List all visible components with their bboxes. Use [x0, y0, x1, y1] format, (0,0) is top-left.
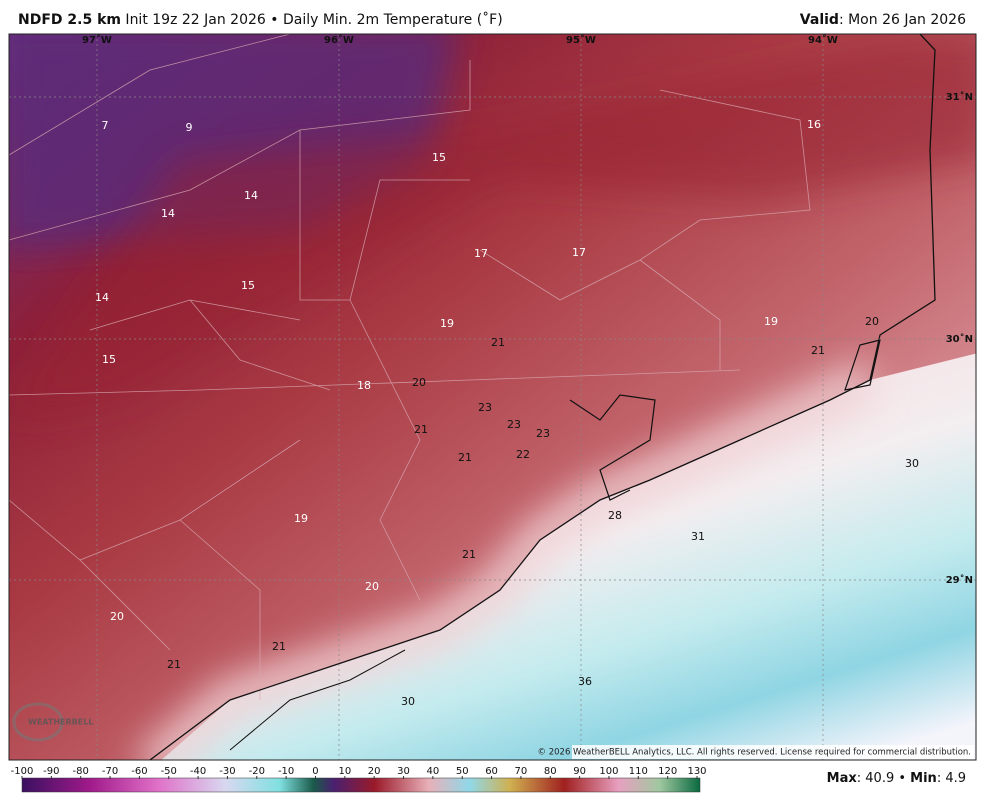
- copyright: © 2026 WeatherBELL Analytics, LLC. All r…: [538, 748, 971, 758]
- station-value: 20: [110, 610, 124, 623]
- station-value: 19: [764, 315, 778, 328]
- station-value: 21: [811, 344, 825, 357]
- longitude-label: 97˚W: [82, 34, 112, 46]
- county-lines: [9, 34, 811, 700]
- map-frame: [8, 33, 977, 761]
- colorbar-label: -30: [219, 766, 235, 777]
- colorbar-label: -10: [278, 766, 294, 777]
- station-value: 15: [241, 279, 255, 292]
- station-value: 30: [905, 457, 919, 470]
- colorbar-label: -100: [11, 766, 34, 777]
- station-value: 23: [507, 418, 521, 431]
- station-value: 21: [414, 423, 428, 436]
- colorbar-label: 30: [397, 766, 410, 777]
- latitude-label: 30˚N: [946, 333, 973, 345]
- station-value: 21: [462, 548, 476, 561]
- colorbar-label: 70: [515, 766, 528, 777]
- colorbar-label: -40: [190, 766, 206, 777]
- station-value: 19: [440, 317, 454, 330]
- title: NDFD 2.5 km Init 19z 22 Jan 2026 • Daily…: [18, 12, 503, 28]
- colorbar-label: 80: [544, 766, 557, 777]
- station-value: 22: [516, 448, 530, 461]
- station-value: 30: [401, 695, 415, 708]
- galveston-bay: [569, 394, 656, 501]
- station-value: 21: [272, 640, 286, 653]
- logo-icon: [12, 702, 64, 742]
- station-value: 23: [536, 427, 550, 440]
- title-text: Init 19z 22 Jan 2026 • Daily Min. 2m Tem…: [120, 12, 503, 28]
- colorbar-label: -80: [73, 766, 89, 777]
- colorbar-label: 90: [573, 766, 586, 777]
- colorbar-label: -50: [161, 766, 177, 777]
- station-value: 23: [478, 401, 492, 414]
- colorbar-label: 20: [368, 766, 381, 777]
- colorbar-label: -60: [131, 766, 147, 777]
- station-value: 36: [578, 675, 592, 688]
- colorbar-label: 0: [312, 766, 318, 777]
- station-value: 7: [102, 119, 109, 132]
- colorbar-label: -70: [102, 766, 118, 777]
- station-value: 20: [865, 315, 879, 328]
- cold-area: [9, 40, 976, 419]
- coastline: [149, 34, 936, 760]
- colorbar-label: -20: [249, 766, 265, 777]
- colorbar-label: 60: [485, 766, 498, 777]
- station-value: 28: [608, 509, 622, 522]
- colorbar-label: 110: [629, 766, 648, 777]
- colorbar-label: 100: [599, 766, 618, 777]
- station-value: 31: [691, 530, 705, 543]
- barrier-island: [229, 649, 406, 751]
- colorbar-label: 50: [456, 766, 469, 777]
- station-value: 21: [458, 451, 472, 464]
- colorbar-label: 130: [687, 766, 706, 777]
- longitude-label: 95˚W: [566, 34, 596, 46]
- station-value: 17: [572, 246, 586, 259]
- longitude-label: 96˚W: [324, 34, 354, 46]
- station-value: 16: [807, 118, 821, 131]
- latitude-label: 29˚N: [946, 574, 973, 586]
- station-value: 20: [365, 580, 379, 593]
- station-value: 14: [244, 189, 258, 202]
- station-value: 21: [491, 336, 505, 349]
- station-value: 20: [412, 376, 426, 389]
- colorbar-label: 40: [427, 766, 440, 777]
- copyright-bg: [572, 745, 974, 759]
- station-value: 14: [95, 291, 109, 304]
- colorbar-label: 120: [658, 766, 677, 777]
- latitude-label: 31˚N: [946, 91, 973, 103]
- title-model: NDFD 2.5 km: [18, 12, 121, 28]
- map-area: [9, 34, 976, 760]
- valid: Valid: Mon 26 Jan 2026: [800, 12, 966, 28]
- logo: WEATHERBELL: [28, 718, 93, 727]
- station-value: 18: [357, 379, 371, 392]
- station-value: 17: [474, 247, 488, 260]
- colorbar-label: -90: [43, 766, 59, 777]
- sabine-lake: [844, 339, 881, 391]
- station-value: 14: [161, 207, 175, 220]
- station-value: 15: [102, 353, 116, 366]
- min-value: : 4.9: [936, 771, 966, 786]
- valid-label: Valid: [799, 12, 839, 28]
- max-value: : 40.9 •: [856, 771, 911, 786]
- station-value: 15: [432, 151, 446, 164]
- max-label: Max: [826, 771, 857, 786]
- station-value: 9: [186, 121, 193, 134]
- graticule: [9, 34, 976, 760]
- colorbar-label: 10: [338, 766, 351, 777]
- longitude-label: 94˚W: [808, 34, 838, 46]
- colorbar: [21, 777, 701, 793]
- station-value: 21: [167, 658, 181, 671]
- station-value: 19: [294, 512, 308, 525]
- stats: Max: 40.9 • Min: 4.9: [827, 771, 966, 786]
- min-label: Min: [910, 771, 937, 786]
- valid-date: : Mon 26 Jan 2026: [838, 12, 966, 28]
